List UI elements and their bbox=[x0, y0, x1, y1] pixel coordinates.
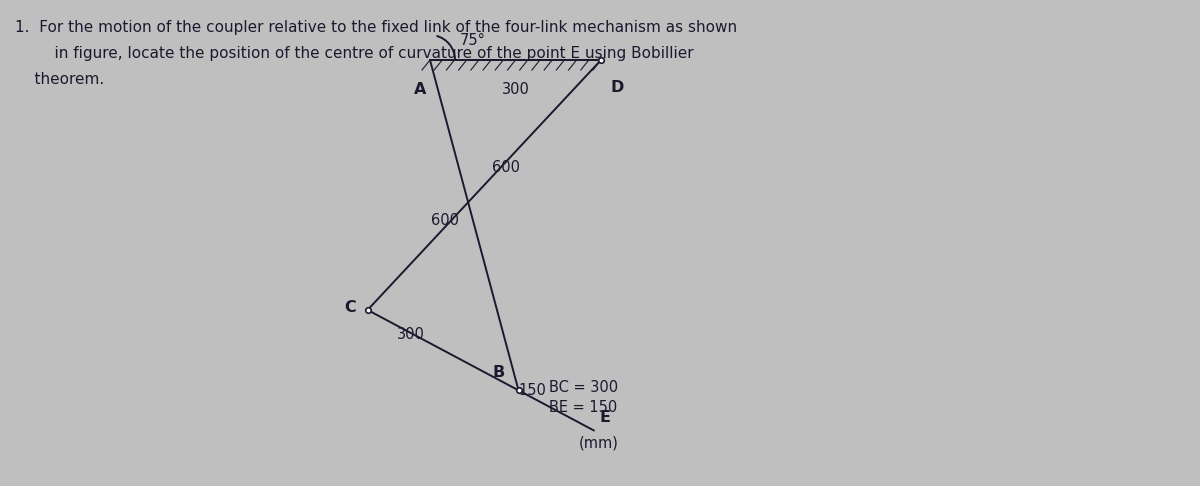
Text: A: A bbox=[414, 82, 426, 97]
Text: D: D bbox=[611, 80, 624, 95]
Text: B: B bbox=[492, 365, 504, 381]
Text: C: C bbox=[344, 300, 355, 315]
Text: 75°: 75° bbox=[460, 33, 486, 48]
Text: E: E bbox=[600, 410, 611, 425]
Text: 600: 600 bbox=[431, 213, 460, 227]
Text: in figure, locate the position of the centre of curvature of the point E using B: in figure, locate the position of the ce… bbox=[35, 46, 694, 61]
Text: (mm): (mm) bbox=[578, 435, 618, 451]
Text: BE = 150: BE = 150 bbox=[548, 400, 617, 416]
Text: 150: 150 bbox=[518, 383, 546, 399]
Text: theorem.: theorem. bbox=[14, 72, 104, 87]
Text: 1.  For the motion of the coupler relative to the fixed link of the four-link me: 1. For the motion of the coupler relativ… bbox=[14, 20, 737, 35]
Text: BC = 300: BC = 300 bbox=[548, 381, 618, 395]
Text: 600: 600 bbox=[492, 160, 521, 175]
Text: 300: 300 bbox=[397, 327, 425, 342]
Text: 300: 300 bbox=[502, 82, 529, 97]
